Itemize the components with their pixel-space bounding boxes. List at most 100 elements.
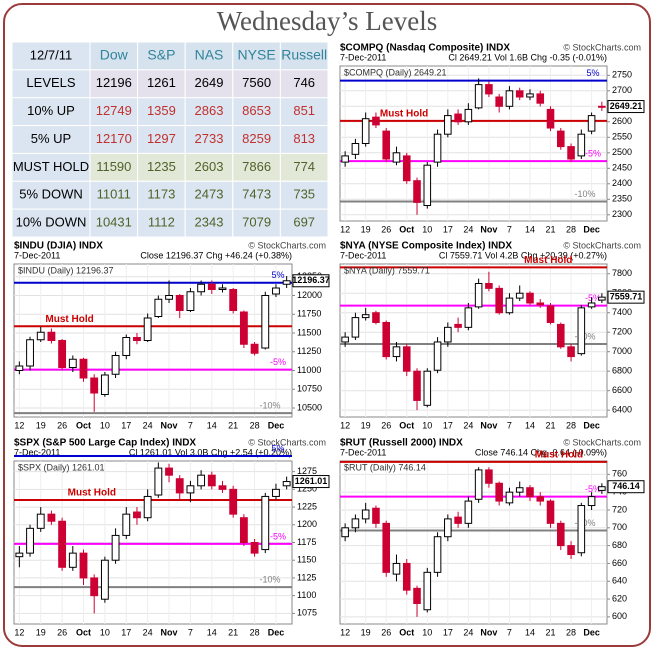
cell-value: 2733 [195, 131, 224, 146]
candle-body [36, 513, 45, 529]
candle-body [433, 133, 442, 163]
cell-value: 813 [293, 131, 315, 146]
candle-body [47, 513, 56, 522]
y-tick-label: 7000 [612, 346, 632, 356]
candle-body [495, 482, 503, 502]
table-cell [279, 125, 329, 154]
x-tick-label: 17 [443, 420, 453, 430]
x-tick-label: 7 [507, 627, 512, 637]
candle-body [567, 146, 575, 160]
cell-value: 7079 [242, 215, 271, 230]
x-tick-label: 17 [443, 627, 453, 637]
candle-body [26, 527, 34, 554]
y-tick-label: 600 [612, 611, 627, 621]
y-tick-label: 1150 [297, 555, 316, 565]
candle-body [282, 481, 291, 487]
chart-date: 7-Dec-2011 [340, 52, 386, 62]
watermark: © StockCharts.com [563, 240, 641, 250]
cell-value: 12170 [96, 131, 132, 146]
candle-body [495, 96, 503, 107]
y-tick-label: 700 [612, 522, 627, 532]
x-tick-label: 7 [507, 420, 512, 430]
candle-body [90, 377, 99, 394]
candle-body [133, 337, 141, 341]
x-tick-label: 24 [463, 627, 473, 637]
y-tick-label: 1200 [297, 519, 317, 529]
x-tick-label: 7 [188, 420, 193, 430]
candle-body [598, 486, 606, 491]
chart-stats: Cl 2649.21 Vol 1.6B Chg -0.35 (-0.01%) [448, 52, 607, 62]
table-cell [279, 97, 329, 127]
watermark: © StockCharts.com [563, 42, 641, 52]
y-tick-label: 1225 [297, 501, 317, 511]
candle-body [402, 155, 411, 182]
candle-body [495, 287, 503, 314]
y-tick-label: 11750 [297, 309, 321, 319]
candle-body [505, 297, 514, 314]
y-tick-label: 12000 [297, 290, 322, 300]
x-tick-label: 24 [463, 420, 473, 430]
candle-body [454, 323, 462, 328]
table-cell [279, 69, 329, 99]
candle-body [464, 108, 473, 123]
level-label: Must Hold [68, 488, 116, 499]
y-tick-label: 2550 [612, 132, 632, 142]
x-tick-label: Oct [76, 627, 91, 637]
y-tick-label: 6800 [612, 366, 632, 376]
candle-body [111, 355, 120, 375]
watermark: © StockCharts.com [563, 437, 641, 447]
table-cell [137, 97, 186, 127]
table-cell [184, 69, 234, 99]
y-tick-label: 10500 [297, 402, 322, 412]
candle-body [250, 343, 259, 354]
x-tick-label: 17 [443, 224, 453, 234]
candle-body [474, 84, 483, 109]
cell-value: 10431 [96, 215, 132, 230]
candle-body [351, 518, 360, 529]
x-tick-label: 19 [361, 627, 371, 637]
candle-body [577, 307, 586, 355]
candle-body [474, 469, 483, 500]
candle-body [464, 500, 473, 524]
cell-value: 746 [293, 75, 315, 90]
candle-body [143, 317, 152, 341]
candle-body [239, 311, 248, 345]
candle-body [239, 517, 248, 544]
table-cell [11, 125, 91, 154]
cell-value: 11011 [97, 187, 131, 202]
candle-body [250, 542, 259, 554]
header-cell [137, 41, 186, 71]
candle-body [372, 312, 380, 323]
x-tick-label: 21 [546, 224, 556, 234]
candle-body [186, 485, 195, 494]
candle-body [587, 302, 596, 308]
candle-body [143, 495, 152, 519]
x-tick-label: 10 [422, 420, 432, 430]
table-cell [184, 97, 234, 127]
chart-title: $RUT (Russell 2000) INDX [340, 438, 463, 449]
table-cell [89, 69, 139, 99]
table-cell [279, 208, 329, 238]
candle-body [197, 474, 206, 487]
table-cell [11, 208, 91, 238]
table-cell [89, 97, 139, 127]
x-tick-label: Dec [583, 224, 600, 234]
y-tick-label: 11000 [297, 365, 321, 375]
last-price-label: 746.14 [612, 481, 640, 491]
x-tick-label: 19 [36, 627, 46, 637]
last-price-label: 1261.01 [295, 476, 328, 486]
cell-value: 7473 [242, 187, 271, 202]
candle-body [47, 331, 56, 341]
header-label: Russell [281, 47, 327, 63]
candle-body [413, 180, 421, 203]
candle-body [372, 116, 380, 126]
x-tick-label: 21 [228, 420, 238, 430]
cell-value: 1359 [147, 103, 176, 118]
candle-body [175, 295, 184, 311]
chart-title: $NYA (NYSE Composite Index) INDX [340, 241, 512, 252]
row-label: 5% DOWN [19, 187, 83, 202]
x-tick-label: 24 [463, 224, 473, 234]
candle-body [175, 478, 184, 494]
candle-body [361, 509, 370, 520]
x-tick-label: 26 [57, 420, 67, 430]
